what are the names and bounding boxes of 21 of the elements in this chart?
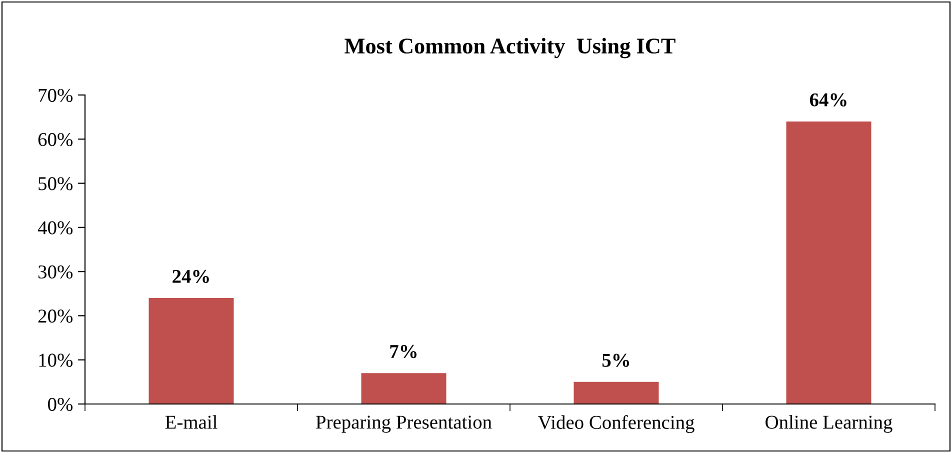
y-tick-label: 20% [38, 310, 73, 323]
bar [574, 382, 659, 404]
x-tick-label: Video Conferencing [538, 415, 694, 433]
bar [786, 121, 872, 404]
data-label: 64% [810, 93, 846, 106]
x-tick-label: Online Learning [766, 415, 892, 433]
x-tick-label: Preparing Presentation [316, 416, 492, 433]
y-tick-label: 0% [48, 398, 73, 411]
y-tick-label: 10% [39, 354, 73, 367]
bar [361, 373, 446, 404]
y-tick-label: 30% [38, 265, 73, 279]
data-label: 5% [602, 354, 630, 367]
data-label: 24% [172, 270, 209, 284]
y-tick-label: 70% [38, 88, 73, 102]
y-tick-label: 40% [38, 221, 73, 234]
y-tick-label: 50% [38, 177, 73, 190]
chart-title: Most Common Activity Using ICT [344, 38, 676, 58]
data-label: 7% [390, 344, 417, 358]
bar [148, 298, 234, 404]
x-tick-label: E-mail [165, 415, 218, 429]
y-tick-label: 60% [38, 132, 73, 146]
